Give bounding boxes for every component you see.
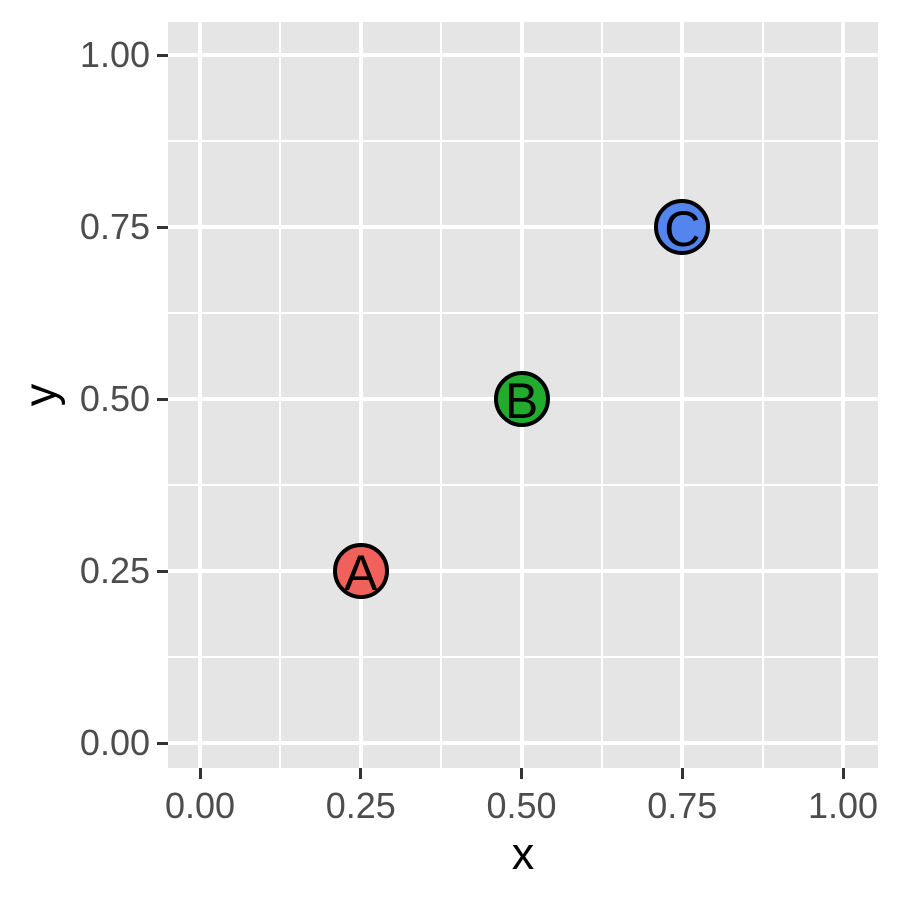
x-axis-tick-label: 1.00 — [807, 785, 879, 826]
x-axis-tick — [198, 768, 202, 779]
gridline-minor-vertical — [761, 22, 764, 768]
point-label-B: B — [504, 372, 539, 429]
gridline-major-vertical — [198, 22, 202, 768]
y-axis-tick — [157, 569, 168, 573]
x-axis-tick-label: 0.00 — [164, 785, 236, 826]
gridline-major-horizontal — [168, 569, 878, 573]
gridline-minor-vertical — [600, 22, 603, 768]
data-point-B: B — [493, 371, 550, 429]
gridline-major-horizontal — [168, 225, 878, 229]
x-axis-tick — [359, 768, 363, 779]
data-point-A: A — [332, 543, 389, 601]
y-axis-tick-label: 0.00 — [79, 722, 150, 763]
point-label-C: C — [664, 200, 701, 257]
x-axis-tick-label: 0.75 — [647, 785, 718, 826]
y-axis-tick — [157, 225, 168, 229]
gridline-major-vertical — [680, 22, 685, 768]
x-axis-tick-label: 0.25 — [325, 785, 396, 826]
y-axis-tick-label: 0.75 — [79, 206, 150, 247]
x-axis-tick — [680, 768, 684, 779]
y-axis-tick — [157, 741, 168, 745]
gridline-major-horizontal — [168, 53, 878, 57]
y-axis-tick-label: 1.00 — [79, 34, 150, 75]
y-axis-tick-label: 0.25 — [79, 550, 150, 591]
x-axis-tick-label: 0.50 — [486, 785, 557, 826]
x-axis-title: x — [511, 828, 535, 879]
y-axis-tick — [157, 53, 168, 57]
y-axis-tick-label: 0.50 — [79, 378, 150, 419]
gridline-major-horizontal — [168, 741, 878, 745]
gridline-major-vertical — [358, 22, 363, 768]
data-point-C: C — [654, 199, 711, 257]
y-axis-tick — [157, 397, 168, 401]
gridline-major-vertical — [841, 22, 845, 768]
x-axis-tick — [520, 768, 523, 779]
gridline-minor-vertical — [440, 22, 443, 768]
gridline-minor-vertical — [279, 22, 282, 768]
point-label-A: A — [344, 544, 378, 601]
x-axis-tick — [841, 768, 845, 779]
